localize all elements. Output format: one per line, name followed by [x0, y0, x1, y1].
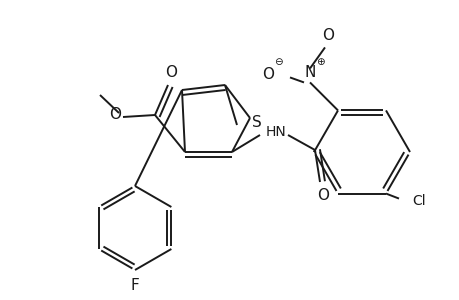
Text: HN: HN — [265, 125, 286, 139]
Text: ⊕: ⊕ — [315, 57, 324, 68]
Text: O: O — [109, 106, 121, 122]
Text: F: F — [130, 278, 139, 293]
Text: S: S — [252, 115, 261, 130]
Text: O: O — [316, 188, 328, 203]
Text: O: O — [321, 28, 333, 43]
Text: Cl: Cl — [411, 194, 425, 208]
Text: ⊖: ⊖ — [273, 57, 282, 68]
Text: N: N — [304, 65, 315, 80]
Text: O: O — [165, 64, 177, 80]
Text: O: O — [262, 67, 274, 82]
